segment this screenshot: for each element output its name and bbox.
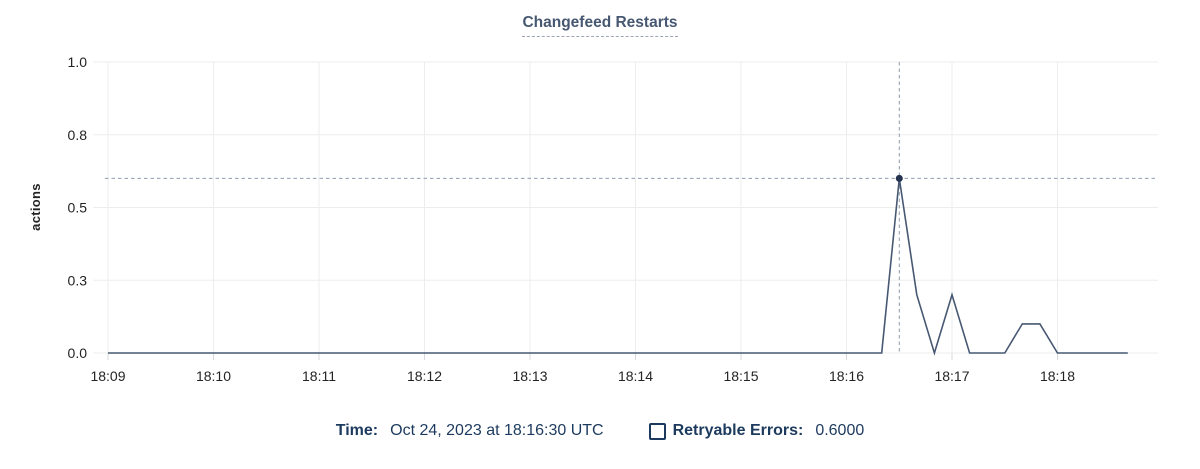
y-tick-label: 0.0 [68, 345, 88, 361]
legend-time: Time: Oct 24, 2023 at 18:16:30 UTC [336, 420, 604, 442]
x-tick-label: 18:17 [934, 368, 969, 384]
x-tick-label: 18:14 [618, 368, 653, 384]
y-tick-label: 0.3 [68, 272, 88, 288]
series-line-retryable-errors [108, 178, 1128, 356]
y-axis-label: actions [28, 183, 43, 231]
chart-title[interactable]: Changefeed Restarts [522, 14, 678, 37]
x-tick-label: 18:15 [723, 368, 758, 384]
x-tick-label: 18:11 [302, 368, 336, 384]
x-tick-label: 18:13 [512, 368, 547, 384]
legend-time-label: Time: [335, 422, 379, 439]
legend-time-value: Oct 24, 2023 at 18:16:30 UTC [390, 422, 604, 439]
series-checkbox-icon[interactable] [648, 422, 666, 440]
y-tick-label: 1.0 [68, 54, 88, 70]
x-tick-label: 18:16 [829, 368, 864, 384]
x-tick-label: 18:10 [196, 368, 231, 384]
y-tick-label: 0.8 [68, 127, 88, 143]
hover-point [895, 174, 903, 182]
legend-series-value: 0.6000 [815, 422, 865, 439]
y-tick-label: 0.5 [68, 200, 88, 216]
x-tick-label: 18:12 [407, 368, 442, 384]
x-tick-label: 18:09 [90, 368, 125, 384]
title-row: Changefeed Restarts [0, 14, 1200, 37]
legend-item-retryable-errors[interactable]: Retryable Errors: 0.6000 [648, 420, 865, 442]
chart-legend: Time: Oct 24, 2023 at 18:16:30 UTC Retry… [0, 420, 1200, 442]
x-tick-label: 18:18 [1040, 368, 1075, 384]
legend-series-label: Retryable Errors: [672, 422, 804, 439]
